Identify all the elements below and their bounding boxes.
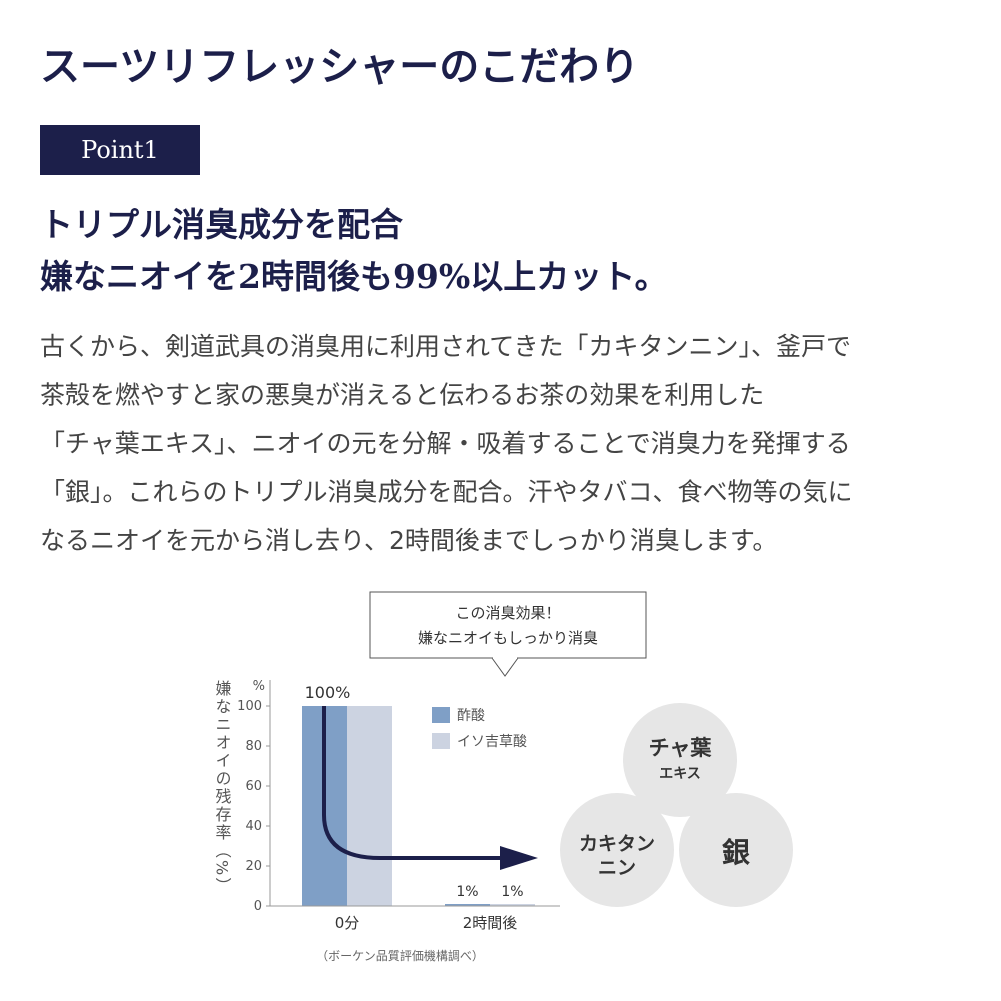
bar [347, 706, 392, 906]
trend-arrow [322, 706, 505, 860]
body-text: なるニオイを元から消し去り、2時間後までしっかり消臭します。 [40, 526, 777, 555]
arrow-head [500, 846, 538, 870]
value-label: 1% [501, 884, 523, 900]
callout-pointer [491, 657, 519, 677]
value-label: 100% [305, 683, 351, 702]
y-unit: % [253, 679, 265, 694]
body-text: 「銀」。これらのトリプル消臭成分を配合。汗やタバコ、食べ物等の気に [40, 478, 853, 507]
callout-box [369, 591, 647, 659]
body-text: 「チャ葉エキス」、ニオイの元を分解・吸着することで消臭力を発揮する [40, 429, 851, 458]
ingredient: エキス [659, 766, 701, 782]
y-tick-label: 40 [245, 819, 262, 834]
x-tick-label: 2時間後 [463, 914, 518, 932]
legend-swatch [432, 707, 450, 723]
note: （ボーケン品質評価機構調べ） [316, 948, 484, 963]
ingredient-circle [623, 703, 737, 817]
headline: トリプル消臭成分を配合 [40, 205, 403, 244]
legend-label: 酢酸 [457, 708, 485, 724]
badge: Point1 [81, 136, 159, 164]
y-tick-label: 0 [254, 899, 262, 914]
y-tick-label: 80 [245, 739, 262, 754]
y-tick-label: 20 [245, 859, 262, 874]
ingredient: ニン [598, 857, 636, 879]
y-label: 嫌なニオイの残存率（%） [213, 680, 232, 895]
body-text: 茶殻を燃やすと家の悪臭が消えると伝わるお茶の効果を利用した [40, 381, 764, 410]
callout-text: この消臭効果！ [455, 604, 560, 622]
title: スーツリフレッシャーのこだわり [40, 43, 639, 90]
headline: 嫌なニオイを2時間後も99%以上カット。 [40, 257, 668, 296]
badge-bg [40, 125, 200, 175]
x-tick-label: 0分 [335, 914, 360, 932]
body-text: 古くから、剣道武具の消臭用に利用されてきた「カキタンニン」、釜戸で [40, 332, 851, 361]
callout-text: 嫌なニオイもしっかり消臭 [418, 629, 598, 647]
y-tick-label: 100 [237, 699, 262, 714]
value-label: 1% [456, 884, 478, 900]
y-tick-label: 60 [245, 779, 262, 794]
legend-swatch [432, 733, 450, 749]
ingredient: 銀 [722, 836, 750, 869]
ingredient-circle [560, 793, 674, 907]
bar [490, 904, 535, 906]
ingredient: カキタン [579, 833, 655, 855]
bar [445, 904, 490, 906]
legend-label: イソ吉草酸 [457, 734, 527, 750]
ingredient: チャ葉 [649, 736, 713, 760]
ingredient-circle [679, 793, 793, 907]
